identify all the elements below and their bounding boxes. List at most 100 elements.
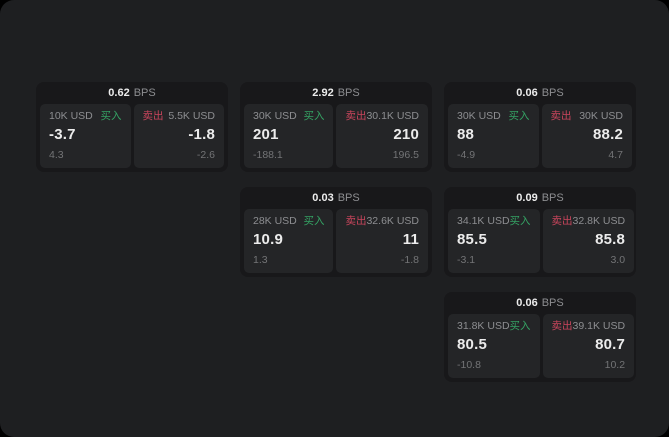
sell-size: 32.8K USD bbox=[572, 215, 626, 227]
sell-label: 卖出 bbox=[345, 110, 367, 122]
sell-delta: -1.8 bbox=[400, 254, 419, 266]
buy-tile[interactable]: 31.8K USD 买入 80.5 -10.8 bbox=[448, 314, 540, 378]
quote-body: 30K USD 买入 88 -4.9 卖出 30K USD 88.2 4.7 bbox=[444, 104, 636, 168]
buy-tile[interactable]: 30K USD 买入 201 -188.1 bbox=[244, 104, 334, 168]
quote-body: 31.8K USD 买入 80.5 -10.8 卖出 39.1K USD 80.… bbox=[444, 314, 636, 378]
spread-value: 0.09 bbox=[516, 192, 538, 204]
quote-body: 10K USD 买入 -3.7 4.3 卖出 5.5K USD -1.8 -2.… bbox=[36, 104, 228, 168]
buy-label: 买入 bbox=[509, 215, 531, 227]
sell-price: 11 bbox=[402, 231, 419, 248]
sell-size: 5.5K USD bbox=[168, 110, 215, 122]
sell-delta: -2.6 bbox=[196, 149, 215, 161]
sell-size: 39.1K USD bbox=[572, 320, 626, 332]
buy-delta: 4.3 bbox=[49, 149, 64, 161]
buy-tile-header: 31.8K USD 买入 bbox=[457, 320, 531, 333]
buy-price: 201 bbox=[253, 126, 279, 143]
bps-unit-label: BPS bbox=[133, 87, 156, 99]
sell-size: 30K USD bbox=[579, 110, 623, 122]
buy-delta: -3.1 bbox=[457, 254, 476, 266]
quote-body: 34.1K USD 买入 85.5 -3.1 卖出 32.8K USD 85.8… bbox=[444, 209, 636, 273]
sell-label: 卖出 bbox=[550, 110, 572, 122]
spread-value: 0.62 bbox=[108, 87, 130, 99]
bps-unit-label: BPS bbox=[337, 192, 360, 204]
buy-label: 买入 bbox=[303, 215, 325, 227]
sell-tile[interactable]: 卖出 30K USD 88.2 4.7 bbox=[541, 104, 632, 168]
buy-tile[interactable]: 34.1K USD 买入 85.5 -3.1 bbox=[448, 209, 540, 273]
sell-tile-header: 卖出 39.1K USD bbox=[552, 320, 626, 333]
buy-label: 买入 bbox=[509, 320, 531, 332]
buy-tile-header: 30K USD 买入 bbox=[253, 110, 324, 123]
buy-size: 31.8K USD bbox=[457, 320, 510, 332]
spread-header: 2.92 BPS bbox=[240, 82, 432, 104]
sell-delta: 10.2 bbox=[604, 359, 626, 371]
spread-header: 0.06 BPS bbox=[444, 82, 636, 104]
quote-card: 0.09 BPS 34.1K USD 买入 85.5 -3.1 卖出 32.8K… bbox=[444, 187, 636, 277]
sell-price: 210 bbox=[393, 126, 419, 143]
buy-size: 30K USD bbox=[253, 110, 297, 122]
buy-label: 买入 bbox=[303, 110, 325, 122]
buy-tile[interactable]: 10K USD 买入 -3.7 4.3 bbox=[40, 104, 131, 168]
buy-label: 买入 bbox=[508, 110, 530, 122]
buy-size: 28K USD bbox=[253, 215, 297, 227]
sell-tile-header: 卖出 30.1K USD bbox=[345, 110, 419, 123]
buy-label: 买入 bbox=[100, 110, 122, 122]
spread-value: 2.92 bbox=[312, 87, 334, 99]
spread-header: 0.06 BPS bbox=[444, 292, 636, 314]
quote-card: 0.06 BPS 30K USD 买入 88 -4.9 卖出 30K USD 8… bbox=[444, 82, 636, 172]
sell-price: 80.7 bbox=[595, 336, 626, 353]
bps-unit-label: BPS bbox=[541, 87, 564, 99]
quote-card: 0.06 BPS 31.8K USD 买入 80.5 -10.8 卖出 39.1… bbox=[444, 292, 636, 382]
sell-label: 卖出 bbox=[345, 215, 367, 227]
sell-label: 卖出 bbox=[142, 110, 164, 122]
buy-delta: -4.9 bbox=[457, 149, 476, 161]
quote-body: 30K USD 买入 201 -188.1 卖出 30.1K USD 210 1… bbox=[240, 104, 432, 168]
buy-price: 80.5 bbox=[457, 336, 487, 353]
sell-price: 85.8 bbox=[595, 231, 626, 248]
spread-value: 0.06 bbox=[516, 297, 538, 309]
buy-tile-header: 28K USD 买入 bbox=[253, 215, 324, 228]
sell-price: 88.2 bbox=[593, 126, 623, 143]
sell-tile-header: 卖出 32.8K USD bbox=[552, 215, 626, 228]
buy-tile-header: 10K USD 买入 bbox=[49, 110, 122, 123]
buy-tile[interactable]: 28K USD 买入 10.9 1.3 bbox=[244, 209, 334, 273]
bps-unit-label: BPS bbox=[541, 192, 564, 204]
buy-tile-header: 34.1K USD 买入 bbox=[457, 215, 531, 228]
sell-price: -1.8 bbox=[188, 126, 215, 143]
spread-value: 0.06 bbox=[516, 87, 538, 99]
buy-price: 88 bbox=[457, 126, 475, 143]
buy-delta: -10.8 bbox=[457, 359, 481, 371]
quote-card: 0.62 BPS 10K USD 买入 -3.7 4.3 卖出 5.5K USD… bbox=[36, 82, 228, 172]
sell-delta: 3.0 bbox=[610, 254, 626, 266]
sell-size: 32.6K USD bbox=[366, 215, 419, 227]
buy-tile-header: 30K USD 买入 bbox=[457, 110, 530, 123]
sell-tile-header: 卖出 5.5K USD bbox=[143, 110, 216, 123]
spread-header: 0.09 BPS bbox=[444, 187, 636, 209]
bps-unit-label: BPS bbox=[541, 297, 564, 309]
spread-header: 0.03 BPS bbox=[240, 187, 432, 209]
sell-tile[interactable]: 卖出 39.1K USD 80.7 10.2 bbox=[542, 314, 635, 378]
sell-tile[interactable]: 卖出 30.1K USD 210 196.5 bbox=[336, 104, 428, 168]
quote-body: 28K USD 买入 10.9 1.3 卖出 32.6K USD 11 -1.8 bbox=[240, 209, 432, 273]
sell-label: 卖出 bbox=[551, 215, 573, 227]
sell-size: 30.1K USD bbox=[366, 110, 419, 122]
sell-delta: 196.5 bbox=[392, 149, 419, 161]
spread-header: 0.62 BPS bbox=[36, 82, 228, 104]
sell-delta: 4.7 bbox=[608, 149, 623, 161]
sell-tile[interactable]: 卖出 32.6K USD 11 -1.8 bbox=[336, 209, 428, 273]
sell-tile[interactable]: 卖出 32.8K USD 85.8 3.0 bbox=[542, 209, 635, 273]
sell-label: 卖出 bbox=[551, 320, 573, 332]
bps-unit-label: BPS bbox=[337, 87, 360, 99]
buy-price: 85.5 bbox=[457, 231, 487, 248]
spread-value: 0.03 bbox=[312, 192, 334, 204]
sell-tile-header: 卖出 30K USD bbox=[551, 110, 624, 123]
buy-price: -3.7 bbox=[49, 126, 76, 143]
buy-size: 30K USD bbox=[457, 110, 501, 122]
quote-card: 2.92 BPS 30K USD 买入 201 -188.1 卖出 30.1K … bbox=[240, 82, 432, 172]
buy-size: 10K USD bbox=[49, 110, 93, 122]
sell-tile-header: 卖出 32.6K USD bbox=[345, 215, 419, 228]
sell-tile[interactable]: 卖出 5.5K USD -1.8 -2.6 bbox=[133, 104, 224, 168]
buy-size: 34.1K USD bbox=[457, 215, 510, 227]
buy-tile[interactable]: 30K USD 买入 88 -4.9 bbox=[448, 104, 539, 168]
buy-price: 10.9 bbox=[253, 231, 283, 248]
